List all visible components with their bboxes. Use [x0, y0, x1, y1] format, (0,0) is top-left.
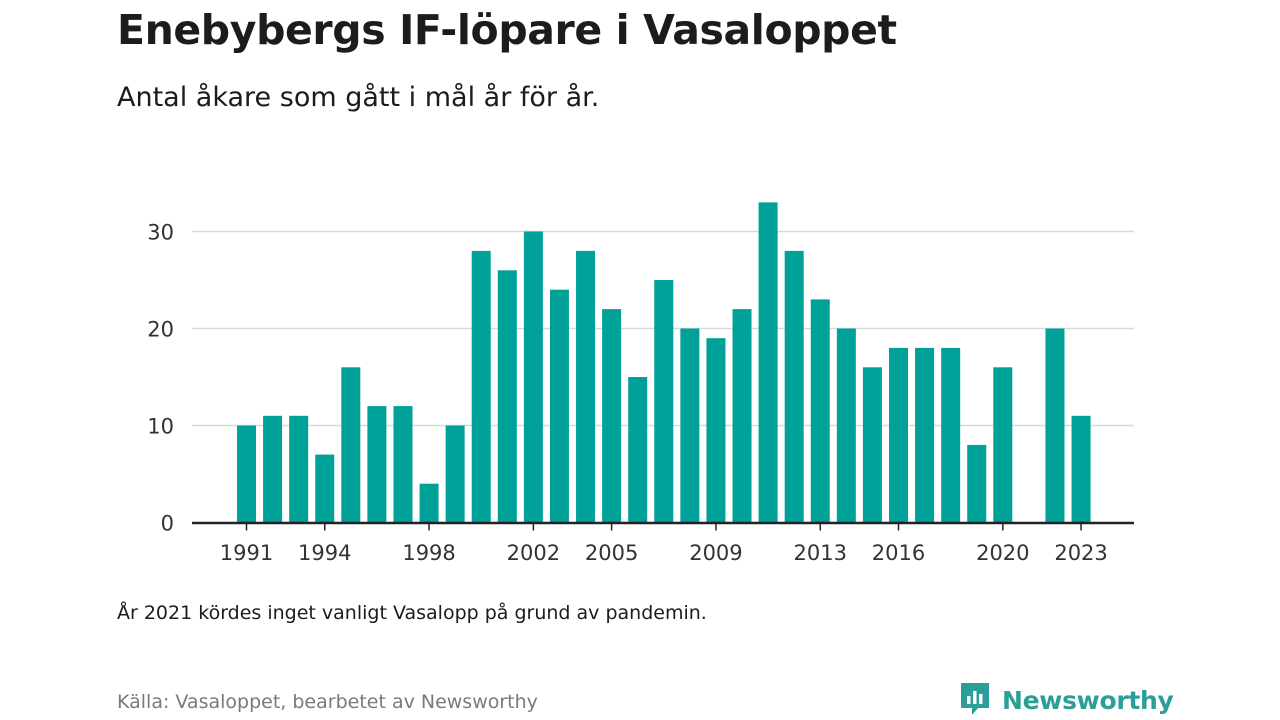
y-tick-label: 10 — [147, 415, 174, 439]
x-tick-label: 2009 — [689, 541, 742, 565]
bar — [915, 347, 935, 523]
bar — [1045, 328, 1065, 523]
bar — [732, 309, 752, 523]
bar — [445, 425, 465, 523]
x-tick-label: 2016 — [872, 541, 925, 565]
chart-title: Enebybergs IF-löpare i Vasaloppet — [117, 6, 897, 54]
source-credit: Källa: Vasaloppet, bearbetet av Newswort… — [117, 691, 538, 713]
bar — [576, 250, 596, 523]
bar — [602, 309, 622, 523]
bar — [967, 444, 987, 523]
x-tick-label: 1994 — [298, 541, 351, 565]
bar — [784, 250, 804, 523]
bar — [341, 367, 361, 523]
bar — [889, 347, 908, 523]
bar — [367, 406, 387, 523]
x-tick-label: 1991 — [220, 541, 273, 565]
bar — [941, 347, 961, 523]
bar — [810, 299, 830, 523]
newsworthy-logo-icon — [961, 683, 989, 715]
bar — [654, 280, 674, 523]
x-tick-label: 2005 — [585, 541, 638, 565]
bar — [993, 367, 1013, 523]
bar — [758, 202, 778, 523]
bar — [1071, 415, 1091, 523]
bar — [862, 367, 882, 523]
chart-note: År 2021 kördes inget vanligt Vasalopp på… — [117, 602, 707, 624]
bar — [836, 328, 856, 523]
y-tick-label: 30 — [147, 221, 174, 245]
x-tick-label: 2023 — [1054, 541, 1107, 565]
bar — [289, 415, 309, 523]
newsworthy-logo[interactable]: Newsworthy — [958, 680, 1174, 720]
bar — [497, 270, 517, 523]
bar — [680, 328, 700, 523]
x-tick-label: 1998 — [402, 541, 455, 565]
x-tick-label: 2013 — [794, 541, 847, 565]
x-tick-label: 2002 — [507, 541, 560, 565]
bar — [523, 231, 543, 523]
bar — [237, 425, 256, 523]
chart-subtitle: Antal åkare som gått i mål år för år. — [117, 82, 600, 113]
bar — [628, 377, 648, 523]
bar — [393, 406, 413, 523]
y-tick-label: 20 — [147, 318, 174, 342]
bar — [315, 454, 335, 523]
bar — [419, 483, 439, 523]
bar — [706, 338, 726, 523]
x-tick-label: 2020 — [976, 541, 1029, 565]
brand-name: Newsworthy — [1002, 685, 1174, 715]
bar — [263, 415, 283, 523]
bar — [549, 289, 569, 523]
bar-chart: 0 10 20 30 1991 1994 1998 2002 2005 2009 2013 2016 2… — [147, 202, 1134, 565]
bar — [471, 250, 491, 523]
y-tick-label: 0 — [161, 512, 174, 536]
